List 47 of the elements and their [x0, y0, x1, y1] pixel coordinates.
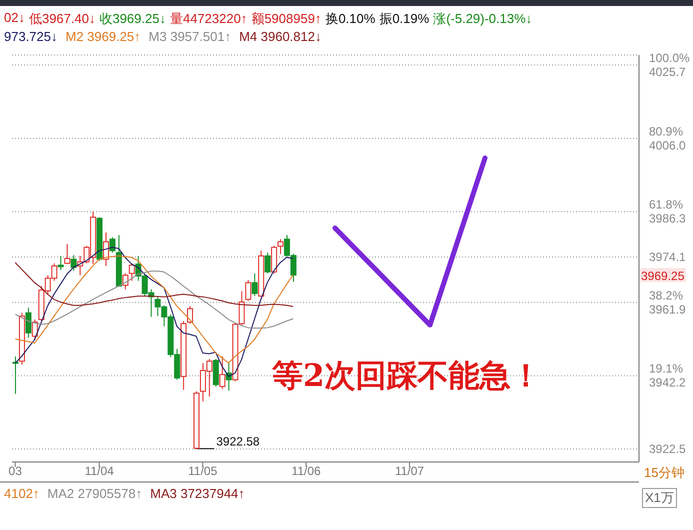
text: 3969.25	[641, 269, 685, 284]
candlestick	[187, 306, 194, 324]
y-tick-label: 19.1% 3942.2	[649, 362, 686, 390]
text: MA3 37237944↑	[150, 486, 245, 501]
text: M3 3957.501↑	[148, 29, 232, 44]
y-tick-label: 3922.5	[649, 442, 686, 456]
x-tick-label: 03	[8, 464, 22, 478]
y-tick-label: 3974.1	[649, 250, 686, 264]
candlestick	[25, 307, 32, 338]
text: 15分钟	[643, 464, 686, 482]
text: 涨(-5.29)-0.13%↓	[433, 10, 532, 28]
text: M4 3960.812↓	[239, 29, 322, 44]
text: M2 3969.25↑	[66, 29, 141, 44]
text: 额5908959↑	[251, 10, 322, 28]
text: 973.725↓	[4, 29, 58, 44]
candlestick	[128, 262, 135, 282]
x-tick-label: 11/04	[84, 464, 114, 478]
candlestick	[245, 280, 252, 302]
text: MA2 27905578↑	[47, 486, 142, 501]
candlestick	[219, 356, 226, 390]
candlestick	[252, 272, 258, 297]
candlestick	[12, 356, 18, 394]
text: 量44723220↑	[170, 10, 248, 28]
x-tick-label: 11/05	[188, 464, 218, 478]
text: 振0.19%	[379, 10, 430, 28]
annotation: 等2次回踩不能急！	[272, 357, 542, 396]
candlestick	[278, 238, 284, 255]
candlestick	[264, 252, 271, 274]
annotation: 3922.58	[216, 434, 260, 449]
candlestick	[70, 254, 77, 272]
x-tick-label: 11/06	[292, 464, 322, 478]
text: 低3967.40↓	[28, 10, 96, 28]
candlestick	[238, 290, 245, 326]
text: X1万	[642, 488, 677, 508]
candlestick	[58, 255, 64, 271]
candlestick	[64, 243, 70, 265]
y-tick-label: 61.8% 3986.3	[649, 198, 686, 226]
candlestick	[109, 236, 116, 254]
candlestick	[122, 272, 128, 290]
y-tick-label: 38.2% 3961.9	[649, 288, 686, 316]
y-tick-label: 80.9% 4006.0	[649, 124, 686, 152]
text: 02↓	[4, 10, 25, 27]
y-tick-label: 100.0% 4025.7	[649, 51, 690, 80]
x-tick-label: 11/07	[394, 464, 424, 478]
text: 4102↑	[4, 486, 40, 501]
text: 收3969.25↓	[99, 10, 166, 28]
text: 换0.10%	[325, 10, 376, 28]
